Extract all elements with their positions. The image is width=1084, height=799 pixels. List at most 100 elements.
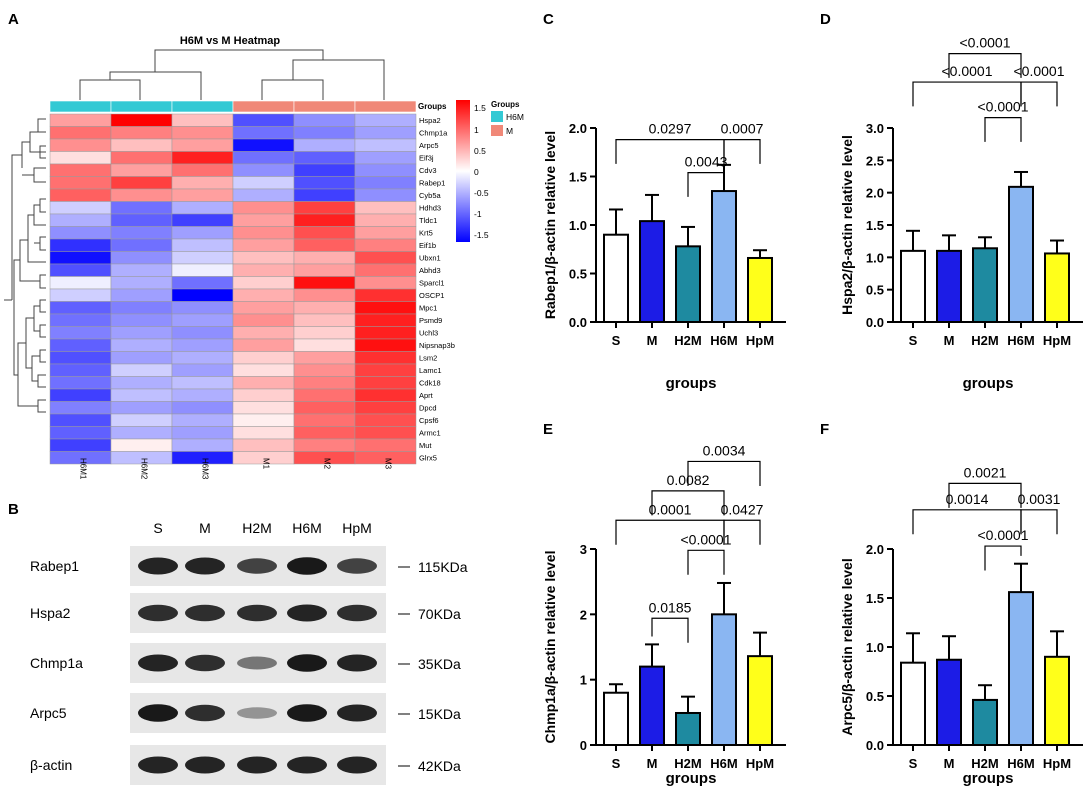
gene-label: Eif3j	[419, 154, 434, 163]
bar	[900, 249, 926, 323]
heatmap-cell	[293, 188, 356, 202]
significance-bracket	[723, 519, 761, 545]
bar	[1008, 185, 1034, 323]
heatmap-cell	[293, 426, 356, 440]
heatmap-cell	[110, 401, 173, 415]
significance-bracket	[723, 139, 761, 164]
size-label: 115KDa	[418, 559, 468, 575]
protein-label: β-actin	[30, 757, 72, 773]
heatmap-cell	[171, 276, 234, 290]
heatmap-cell	[171, 376, 234, 390]
gene-label: Cpsf6	[419, 416, 439, 425]
blot-band	[337, 558, 377, 574]
heatmap-cell	[49, 201, 112, 215]
color-scale-tick: 0.5	[474, 146, 486, 156]
heatmap-cell	[232, 263, 295, 277]
p-value-label: 0.0001	[649, 501, 692, 517]
group-bar-cell	[354, 100, 417, 113]
blot-band	[287, 604, 327, 622]
heatmap-cell	[110, 351, 173, 365]
gene-label: Tldc1	[419, 216, 437, 225]
y-tick-label: 0.0	[866, 315, 884, 330]
group-bar-cell	[49, 100, 112, 113]
heatmap-cell	[354, 251, 417, 265]
protein-label: Rabep1	[30, 558, 79, 574]
p-value-label: 0.0021	[964, 464, 1007, 480]
lane-label: H2M	[242, 520, 272, 536]
heatmap-cell	[110, 301, 173, 315]
heatmap-cell	[293, 113, 356, 127]
sample-label: H6M2	[140, 458, 149, 480]
blot-band	[337, 756, 377, 774]
heatmap-cell	[110, 251, 173, 265]
panel-letter-b: B	[8, 501, 19, 518]
heatmap-cell	[354, 201, 417, 215]
heatmap-title: H6M vs M Heatmap	[180, 35, 281, 47]
y-tick-label: 0	[580, 738, 587, 753]
x-tick-label: HpM	[1043, 333, 1071, 348]
gene-label: Psmd9	[419, 316, 442, 325]
heatmap-cell	[293, 438, 356, 452]
heatmap-cell	[171, 201, 234, 215]
heatmap-cell	[110, 213, 173, 227]
blot-band	[337, 654, 377, 672]
bar	[711, 190, 737, 323]
significance-bracket	[687, 460, 761, 486]
p-value-label: <0.0001	[960, 35, 1011, 51]
heatmap-cell	[232, 138, 295, 152]
heatmap-cell	[232, 438, 295, 452]
heatmap-cell	[232, 113, 295, 127]
heatmap-cell	[354, 301, 417, 315]
heatmap-cell	[49, 138, 112, 152]
blot-band	[287, 557, 327, 575]
p-value-label: 0.0007	[721, 121, 764, 137]
heatmap-cell	[171, 176, 234, 190]
lane-label: S	[153, 520, 162, 536]
color-scale-tick: 1.5	[474, 103, 486, 113]
y-axis-title: Arpc5/β-actin relative level	[839, 558, 855, 735]
heatmap-cell	[171, 313, 234, 327]
heatmap-cell	[171, 338, 234, 352]
y-tick-label: 0.0	[569, 315, 587, 330]
heatmap-cell	[49, 301, 112, 315]
heatmap-cell	[49, 251, 112, 265]
x-tick-label: H2M	[971, 756, 998, 771]
heatmap-cell	[232, 126, 295, 140]
group-legend-swatch	[491, 125, 503, 136]
row-dendrogram	[4, 118, 46, 413]
heatmap-cell	[293, 163, 356, 177]
heatmap-cell	[232, 351, 295, 365]
bar-chart-rabep1: 0.0 0.5 1.0 1.5 2.0 S M H2M H6M HpM 0.0297 0.0007 0.…	[542, 121, 786, 392]
heatmap-cell	[171, 163, 234, 177]
heatmap-cell	[171, 238, 234, 252]
heatmap-cell	[293, 288, 356, 302]
heatmap-cell	[49, 276, 112, 290]
panel-letter-d: D	[820, 11, 831, 28]
heatmap-cell	[110, 238, 173, 252]
heatmap-cell	[354, 226, 417, 240]
y-tick-label: 1.5	[569, 170, 587, 185]
heatmap-cell	[110, 288, 173, 302]
heatmap-cell	[49, 351, 112, 365]
y-tick-label: 3.0	[866, 121, 884, 136]
heatmap-cell	[232, 401, 295, 415]
x-tick-label: H6M	[1007, 333, 1034, 348]
bar	[972, 247, 998, 323]
blot-band	[185, 704, 225, 722]
heatmap-cell	[354, 451, 417, 465]
x-axis-title: groups	[963, 375, 1014, 392]
sample-label: M2	[323, 458, 332, 470]
heatmap-cell	[232, 151, 295, 165]
heatmap-cell	[232, 276, 295, 290]
heatmap-cell	[49, 238, 112, 252]
heatmap-cell	[232, 326, 295, 340]
bar	[639, 220, 665, 323]
heatmap-cell	[49, 338, 112, 352]
gene-label: Cdv3	[419, 166, 437, 175]
heatmap-cell	[171, 401, 234, 415]
heatmap-cell	[354, 151, 417, 165]
group-legend-label: H6M	[506, 112, 524, 122]
heatmap-cell	[171, 413, 234, 427]
significance-bracket	[687, 157, 725, 197]
size-label: 42KDa	[418, 758, 461, 774]
